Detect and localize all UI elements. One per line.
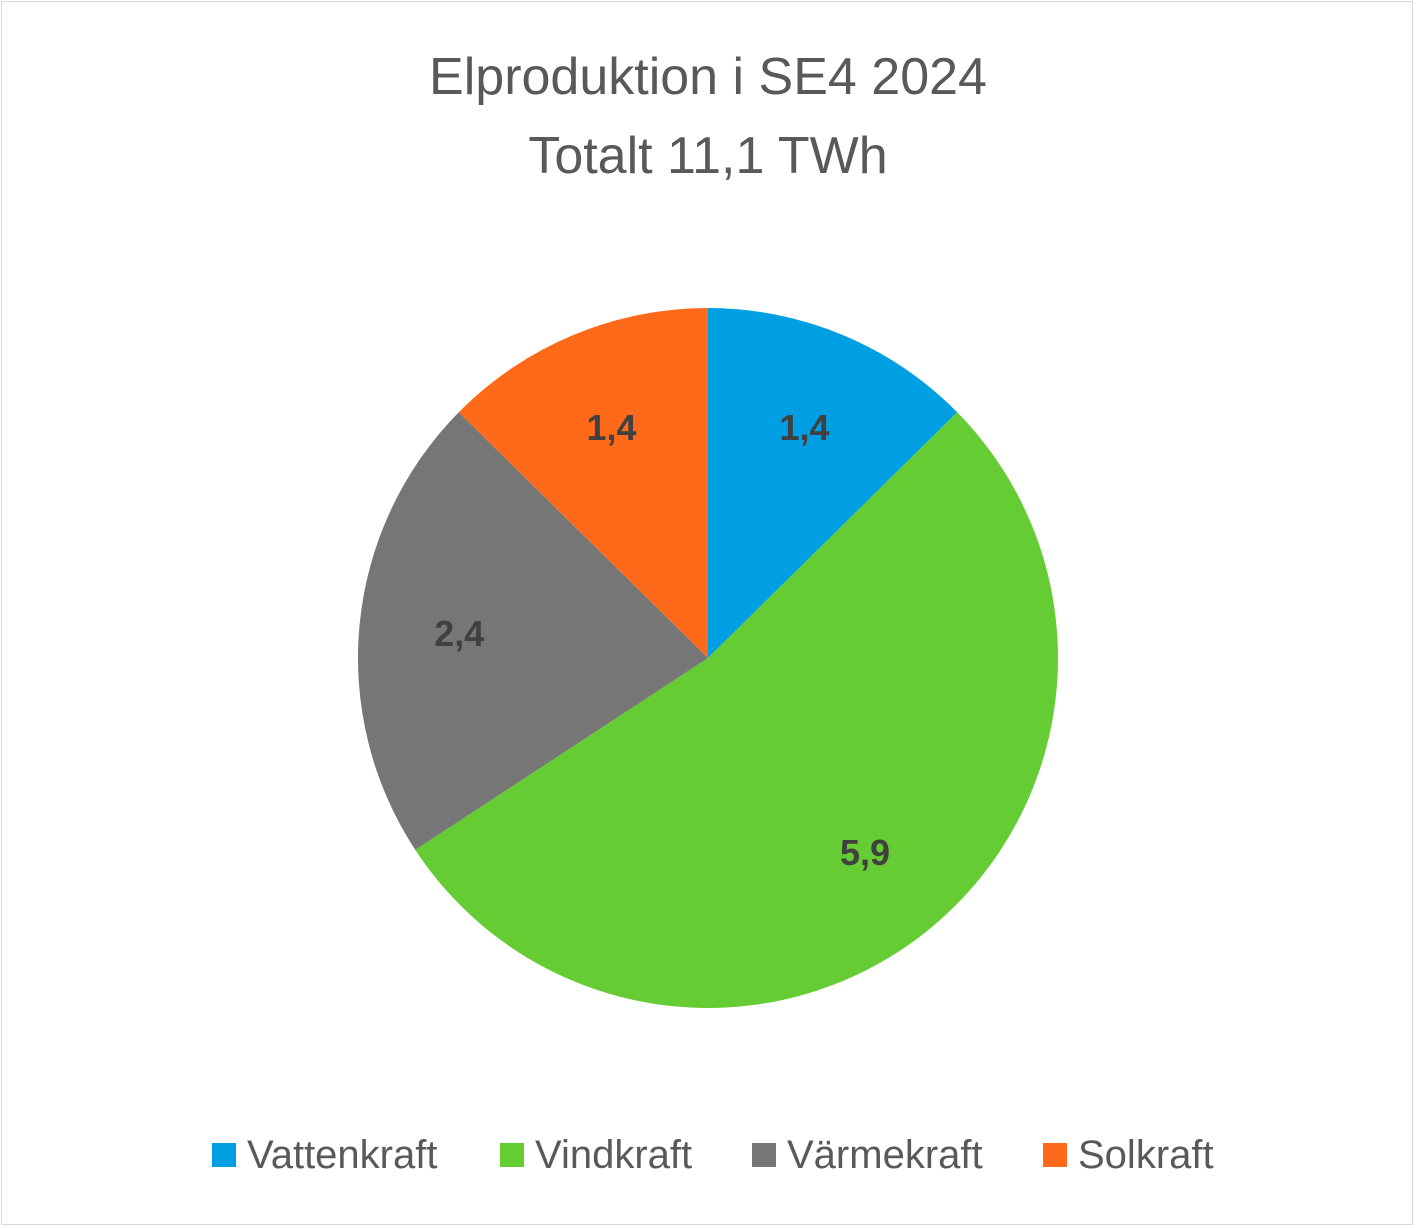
data-label-vindkraft: 5,9: [840, 832, 890, 873]
pie-slice-vattenkraft: [708, 308, 958, 658]
legend-label-varmekraft: Värmekraft: [787, 1133, 983, 1177]
legend-item-solkraft: Solkraft: [1043, 1130, 1214, 1180]
legend-item-vindkraft: Vindkraft: [500, 1130, 692, 1180]
legend-swatch-vindkraft: [500, 1143, 524, 1167]
legend-label-solkraft: Solkraft: [1078, 1133, 1214, 1177]
legend: Vattenkraft Vindkraft Värmekraft Solkraf…: [0, 1130, 1416, 1180]
legend-label-vattenkraft: Vattenkraft: [247, 1133, 438, 1177]
data-label-varmekraft: 2,4: [434, 613, 484, 654]
data-label-solkraft: 1,4: [586, 407, 636, 448]
legend-item-varmekraft: Värmekraft: [752, 1130, 983, 1180]
legend-swatch-vattenkraft: [212, 1143, 236, 1167]
legend-item-vattenkraft: Vattenkraft: [212, 1130, 437, 1180]
pie-slice-solkraft: [458, 308, 708, 658]
legend-swatch-solkraft: [1043, 1143, 1067, 1167]
legend-label-vindkraft: Vindkraft: [535, 1133, 693, 1177]
data-label-vattenkraft: 1,4: [779, 407, 829, 448]
pie-slice-vindkraft: [415, 412, 1059, 1009]
legend-swatch-varmekraft: [752, 1143, 776, 1167]
chart-title: Elproduktion i SE4 2024: [429, 48, 987, 106]
chart-subtitle: Totalt 11,1 TWh: [528, 127, 888, 185]
pie-slice-varmekraft: [357, 412, 708, 850]
